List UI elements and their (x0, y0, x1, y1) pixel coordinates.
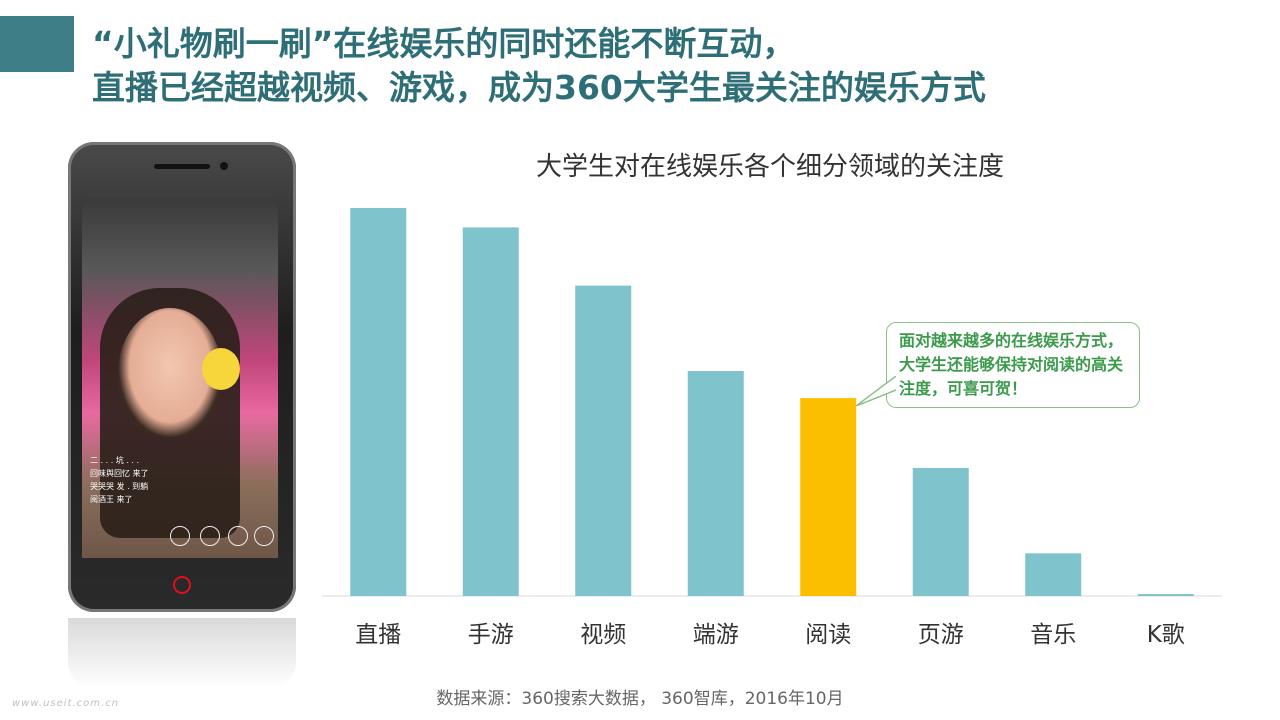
bar-2 (575, 285, 632, 596)
edit-icon (200, 526, 220, 546)
x-tick-label: 视频 (580, 622, 626, 648)
callout-tail (856, 376, 896, 406)
chart-title: 大学生对在线娱乐各个细分领域的关注度 (535, 152, 1004, 182)
bar-0 (350, 208, 407, 596)
chat-line: 哭哭哭 发 . 到躺 (90, 482, 149, 491)
title-accent-bar (0, 16, 74, 72)
phone-illustration: 二 . . . 坑 . . . 回味舆回忆 来了 哭哭哭 发 . 到躺 阅酒王 … (68, 142, 296, 612)
phone-speaker (154, 164, 210, 169)
pikachu-sticker-icon (202, 348, 240, 390)
x-tick-label: K歌 (1147, 622, 1185, 648)
phone-reflection (68, 618, 296, 688)
chat-line: 阅酒王 来了 (90, 495, 133, 504)
share-icon (228, 526, 248, 546)
heart-icon (254, 526, 274, 546)
x-tick-label: 端游 (693, 622, 739, 648)
x-tick-label: 页游 (918, 622, 964, 648)
bar-3 (687, 370, 744, 596)
bar-5 (912, 467, 969, 596)
home-button-icon (173, 576, 191, 594)
bar-7 (1137, 594, 1194, 596)
bar-6 (1025, 553, 1082, 596)
watermark: www.useit.com.cn (12, 698, 120, 709)
bar-4 (800, 398, 857, 596)
chat-line: 回味舆回忆 来了 (90, 469, 149, 478)
phone-screen: 二 . . . 坑 . . . 回味舆回忆 来了 哭哭哭 发 . 到躺 阅酒王 … (82, 198, 278, 558)
callout-bubble: 面对越来越多的在线娱乐方式，大学生还能够保持对阅读的高关注度，可喜可贺！ (886, 322, 1140, 408)
bar-1 (462, 227, 519, 596)
page-title: “小礼物刷一刷”在线娱乐的同时还能不断互动， 直播已经超越视频、游戏，成为360… (92, 22, 986, 110)
x-tick-label: 直播 (355, 622, 401, 648)
title-line-1: “小礼物刷一刷”在线娱乐的同时还能不断互动， (92, 24, 796, 63)
live-chat: 二 . . . 坑 . . . 回味舆回忆 来了 哭哭哭 发 . 到躺 阅酒王 … (90, 454, 149, 506)
callout-text: 面对越来越多的在线娱乐方式，大学生还能够保持对阅读的高关注度，可喜可贺！ (899, 331, 1124, 398)
x-tick-label: 音乐 (1030, 622, 1076, 648)
phone-camera-icon (218, 160, 230, 172)
comment-icon (170, 526, 190, 546)
chat-line: 二 . . . 坑 . . . (90, 456, 140, 465)
x-tick-label: 阅读 (805, 622, 851, 648)
data-source: 数据来源：360搜索大数据， 360智库，2016年10月 (436, 689, 844, 709)
x-tick-label: 手游 (468, 622, 514, 648)
title-line-2: 直播已经超越视频、游戏，成为360大学生最关注的娱乐方式 (92, 68, 986, 107)
